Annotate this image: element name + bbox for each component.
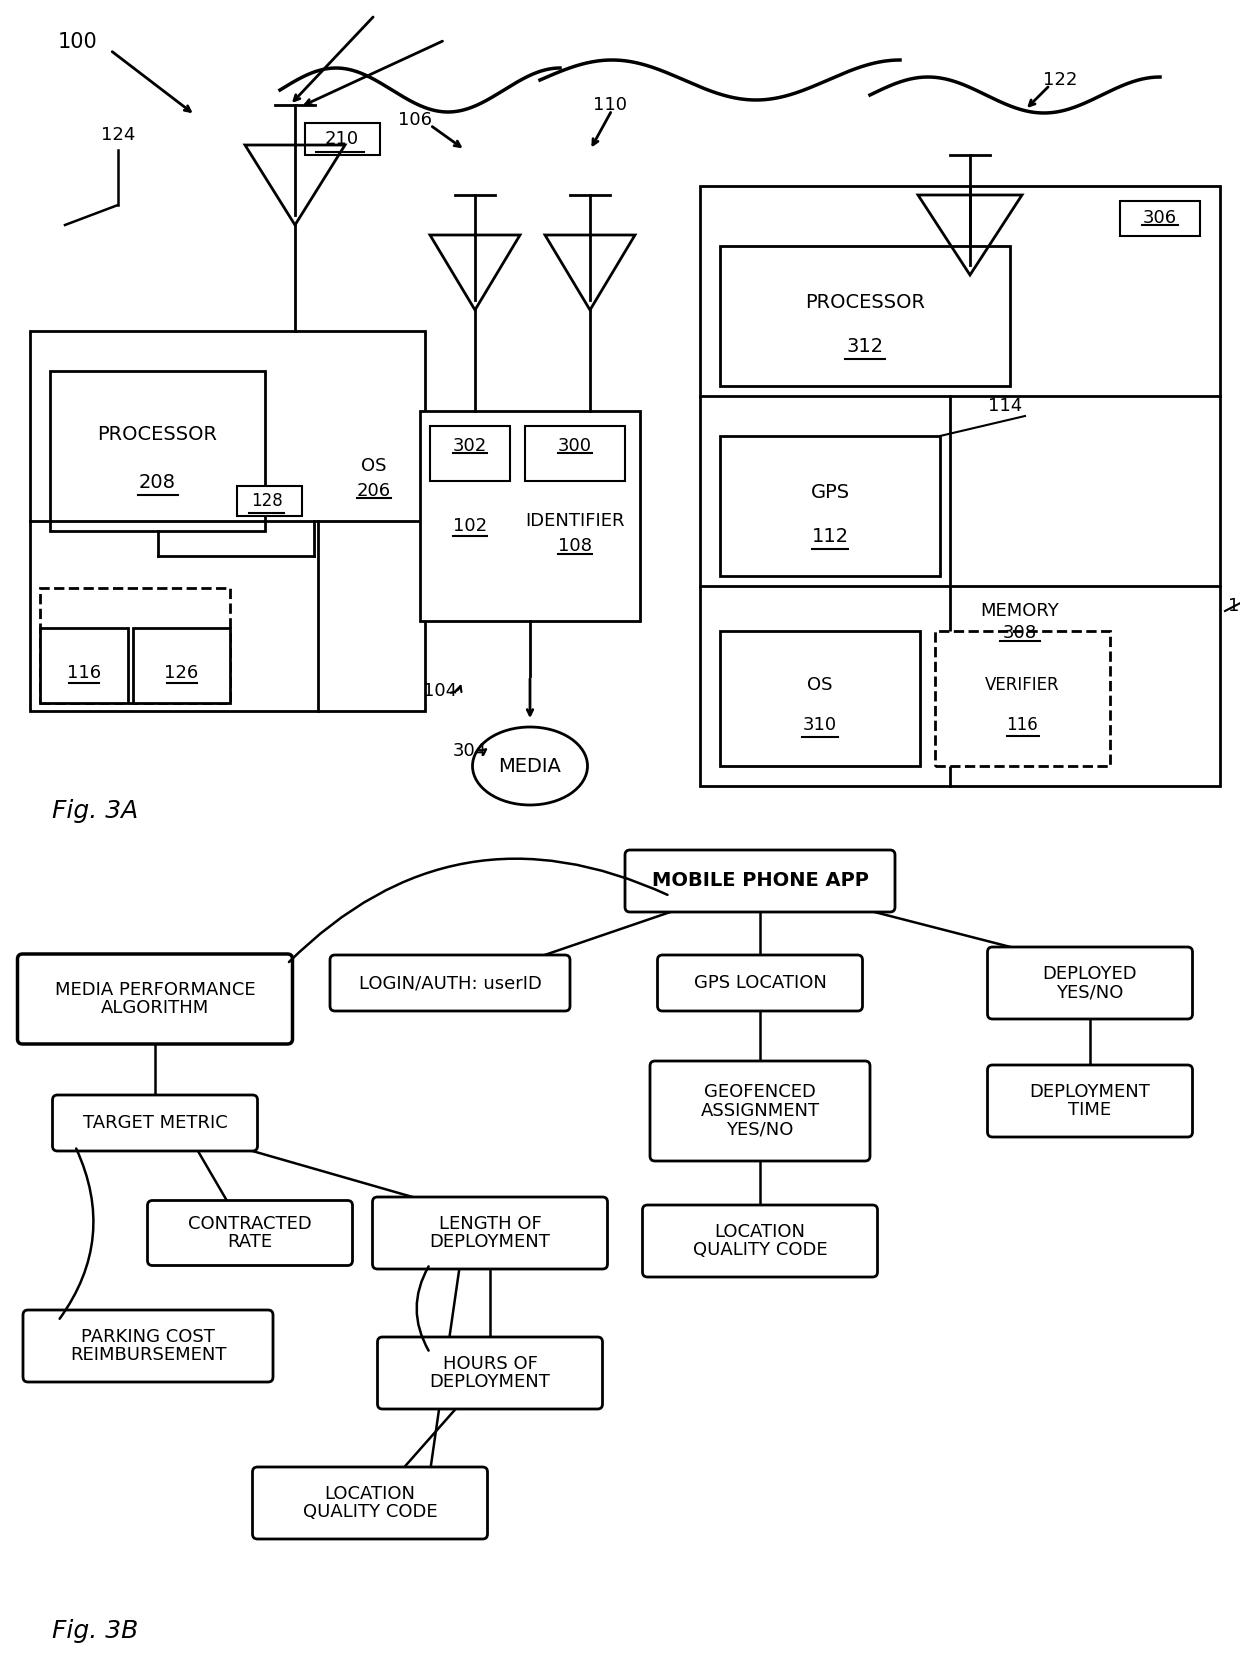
Text: MEDIA: MEDIA	[498, 757, 562, 775]
Text: DEPLOYED: DEPLOYED	[1043, 964, 1137, 983]
Text: 116: 116	[67, 663, 102, 682]
Text: CONTRACTED: CONTRACTED	[188, 1215, 312, 1233]
Text: REIMBURSEMENT: REIMBURSEMENT	[69, 1347, 226, 1365]
Text: LENGTH OF: LENGTH OF	[439, 1215, 542, 1233]
Text: 102: 102	[453, 516, 487, 535]
FancyBboxPatch shape	[330, 956, 570, 1011]
FancyBboxPatch shape	[720, 246, 1011, 386]
Text: 114: 114	[988, 398, 1022, 414]
Text: TARGET METRIC: TARGET METRIC	[83, 1115, 227, 1131]
Text: 302: 302	[453, 438, 487, 455]
Text: QUALITY CODE: QUALITY CODE	[693, 1242, 827, 1260]
Text: DEPLOYMENT: DEPLOYMENT	[1029, 1083, 1151, 1101]
Text: OS: OS	[361, 456, 387, 475]
FancyBboxPatch shape	[420, 411, 640, 622]
Text: 304: 304	[453, 742, 487, 760]
Text: IDENTIFIER: IDENTIFIER	[526, 511, 625, 530]
Text: Fig. 3A: Fig. 3A	[52, 799, 138, 824]
FancyBboxPatch shape	[987, 947, 1193, 1019]
FancyBboxPatch shape	[377, 1337, 603, 1409]
FancyBboxPatch shape	[40, 628, 128, 703]
FancyBboxPatch shape	[50, 371, 265, 531]
Text: YES/NO: YES/NO	[1056, 984, 1123, 1001]
FancyBboxPatch shape	[642, 1205, 878, 1277]
FancyBboxPatch shape	[525, 426, 625, 481]
Text: MEMORY: MEMORY	[981, 602, 1059, 620]
FancyBboxPatch shape	[987, 1064, 1193, 1136]
Text: 308: 308	[1003, 623, 1037, 642]
FancyBboxPatch shape	[52, 1095, 258, 1151]
Text: VERIFIER: VERIFIER	[986, 677, 1060, 693]
Text: ALGORITHM: ALGORITHM	[100, 999, 210, 1018]
FancyBboxPatch shape	[720, 436, 940, 576]
Text: 106: 106	[1228, 597, 1240, 615]
FancyBboxPatch shape	[701, 185, 1220, 785]
Text: PROCESSOR: PROCESSOR	[805, 292, 925, 311]
Text: DEPLOYMENT: DEPLOYMENT	[429, 1233, 551, 1252]
Text: 106: 106	[398, 110, 432, 129]
Text: RATE: RATE	[227, 1233, 273, 1252]
FancyBboxPatch shape	[17, 954, 293, 1044]
Text: PROCESSOR: PROCESSOR	[98, 426, 217, 444]
FancyBboxPatch shape	[40, 588, 229, 703]
FancyBboxPatch shape	[133, 628, 229, 703]
Text: Fig. 3B: Fig. 3B	[52, 1619, 138, 1643]
FancyBboxPatch shape	[935, 632, 1110, 765]
Text: MOBILE PHONE APP: MOBILE PHONE APP	[651, 872, 868, 891]
Text: 116: 116	[1007, 717, 1038, 735]
Text: 206: 206	[357, 481, 391, 500]
Text: MEDIA PERFORMANCE: MEDIA PERFORMANCE	[55, 981, 255, 999]
Text: 128: 128	[252, 491, 283, 510]
Text: 210: 210	[325, 130, 360, 149]
Text: 110: 110	[593, 95, 627, 114]
Text: HOURS OF: HOURS OF	[443, 1355, 537, 1372]
FancyBboxPatch shape	[720, 632, 920, 765]
Text: 108: 108	[558, 536, 591, 555]
Text: PARKING COST: PARKING COST	[81, 1327, 215, 1345]
Text: 124: 124	[100, 125, 135, 144]
FancyBboxPatch shape	[657, 956, 863, 1011]
Text: 122: 122	[1043, 70, 1078, 89]
Text: 300: 300	[558, 438, 591, 455]
Text: OS: OS	[807, 677, 833, 693]
Text: LOCATION: LOCATION	[714, 1223, 806, 1240]
Text: GEOFENCED: GEOFENCED	[704, 1083, 816, 1101]
FancyBboxPatch shape	[625, 851, 895, 912]
FancyBboxPatch shape	[1120, 201, 1200, 236]
Text: YES/NO: YES/NO	[727, 1121, 794, 1140]
FancyBboxPatch shape	[237, 486, 303, 516]
FancyBboxPatch shape	[305, 124, 379, 155]
Text: GPS LOCATION: GPS LOCATION	[693, 974, 826, 993]
Text: LOCATION: LOCATION	[325, 1484, 415, 1502]
FancyBboxPatch shape	[30, 331, 425, 710]
FancyBboxPatch shape	[430, 426, 510, 481]
Text: DEPLOYMENT: DEPLOYMENT	[429, 1374, 551, 1392]
Text: 126: 126	[165, 663, 198, 682]
FancyBboxPatch shape	[253, 1467, 487, 1539]
Text: 310: 310	[804, 717, 837, 735]
Text: ASSIGNMENT: ASSIGNMENT	[701, 1101, 820, 1120]
Text: GPS: GPS	[811, 483, 849, 501]
Text: QUALITY CODE: QUALITY CODE	[303, 1504, 438, 1521]
Text: 208: 208	[139, 473, 176, 493]
Text: 100: 100	[58, 32, 98, 52]
FancyBboxPatch shape	[650, 1061, 870, 1161]
Text: 112: 112	[811, 528, 848, 546]
Text: 306: 306	[1143, 209, 1177, 227]
Text: LOGIN/AUTH: userID: LOGIN/AUTH: userID	[358, 974, 542, 993]
Text: 104: 104	[423, 682, 458, 700]
Text: TIME: TIME	[1069, 1101, 1111, 1120]
FancyBboxPatch shape	[148, 1200, 352, 1265]
Text: 312: 312	[847, 338, 884, 356]
FancyBboxPatch shape	[372, 1196, 608, 1268]
FancyBboxPatch shape	[24, 1310, 273, 1382]
